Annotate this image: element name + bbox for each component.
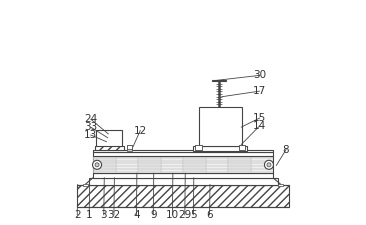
Text: 8: 8 bbox=[283, 145, 290, 155]
Text: 9: 9 bbox=[150, 210, 157, 220]
Text: 33: 33 bbox=[84, 122, 97, 132]
Bar bbox=[96, 130, 122, 149]
Bar bbox=[195, 145, 202, 150]
Bar bbox=[93, 156, 273, 173]
Circle shape bbox=[267, 163, 271, 167]
Text: 12: 12 bbox=[134, 126, 147, 135]
Bar bbox=[127, 145, 132, 150]
Bar bbox=[77, 184, 289, 207]
Bar bbox=[183, 156, 205, 173]
Text: 10: 10 bbox=[166, 210, 179, 220]
Bar bbox=[83, 184, 88, 186]
Text: 17: 17 bbox=[253, 86, 266, 96]
Circle shape bbox=[93, 160, 101, 169]
Text: 6: 6 bbox=[206, 210, 213, 220]
Text: 24: 24 bbox=[84, 114, 97, 124]
Text: 15: 15 bbox=[253, 113, 266, 123]
Bar bbox=[228, 156, 250, 173]
Text: 29: 29 bbox=[178, 210, 191, 220]
Bar bbox=[193, 146, 247, 151]
Bar bbox=[239, 145, 245, 150]
Circle shape bbox=[265, 160, 273, 169]
Bar bbox=[278, 184, 283, 186]
Bar bbox=[199, 107, 242, 146]
Text: 3: 3 bbox=[101, 210, 107, 220]
Bar bbox=[93, 150, 273, 152]
Text: 32: 32 bbox=[107, 210, 120, 220]
Bar bbox=[93, 173, 273, 178]
Bar bbox=[212, 80, 226, 81]
Bar bbox=[95, 146, 124, 150]
Text: 14: 14 bbox=[253, 121, 266, 131]
Bar bbox=[138, 156, 161, 173]
Text: 2: 2 bbox=[74, 210, 81, 220]
Text: 4: 4 bbox=[133, 210, 140, 220]
Bar bbox=[93, 152, 273, 156]
Text: 1: 1 bbox=[86, 210, 93, 220]
Text: 13: 13 bbox=[84, 130, 97, 140]
Text: 5: 5 bbox=[190, 210, 197, 220]
Circle shape bbox=[95, 163, 99, 167]
Text: 30: 30 bbox=[253, 70, 266, 80]
Bar bbox=[127, 149, 132, 151]
Bar bbox=[93, 156, 116, 173]
Bar bbox=[89, 178, 277, 184]
